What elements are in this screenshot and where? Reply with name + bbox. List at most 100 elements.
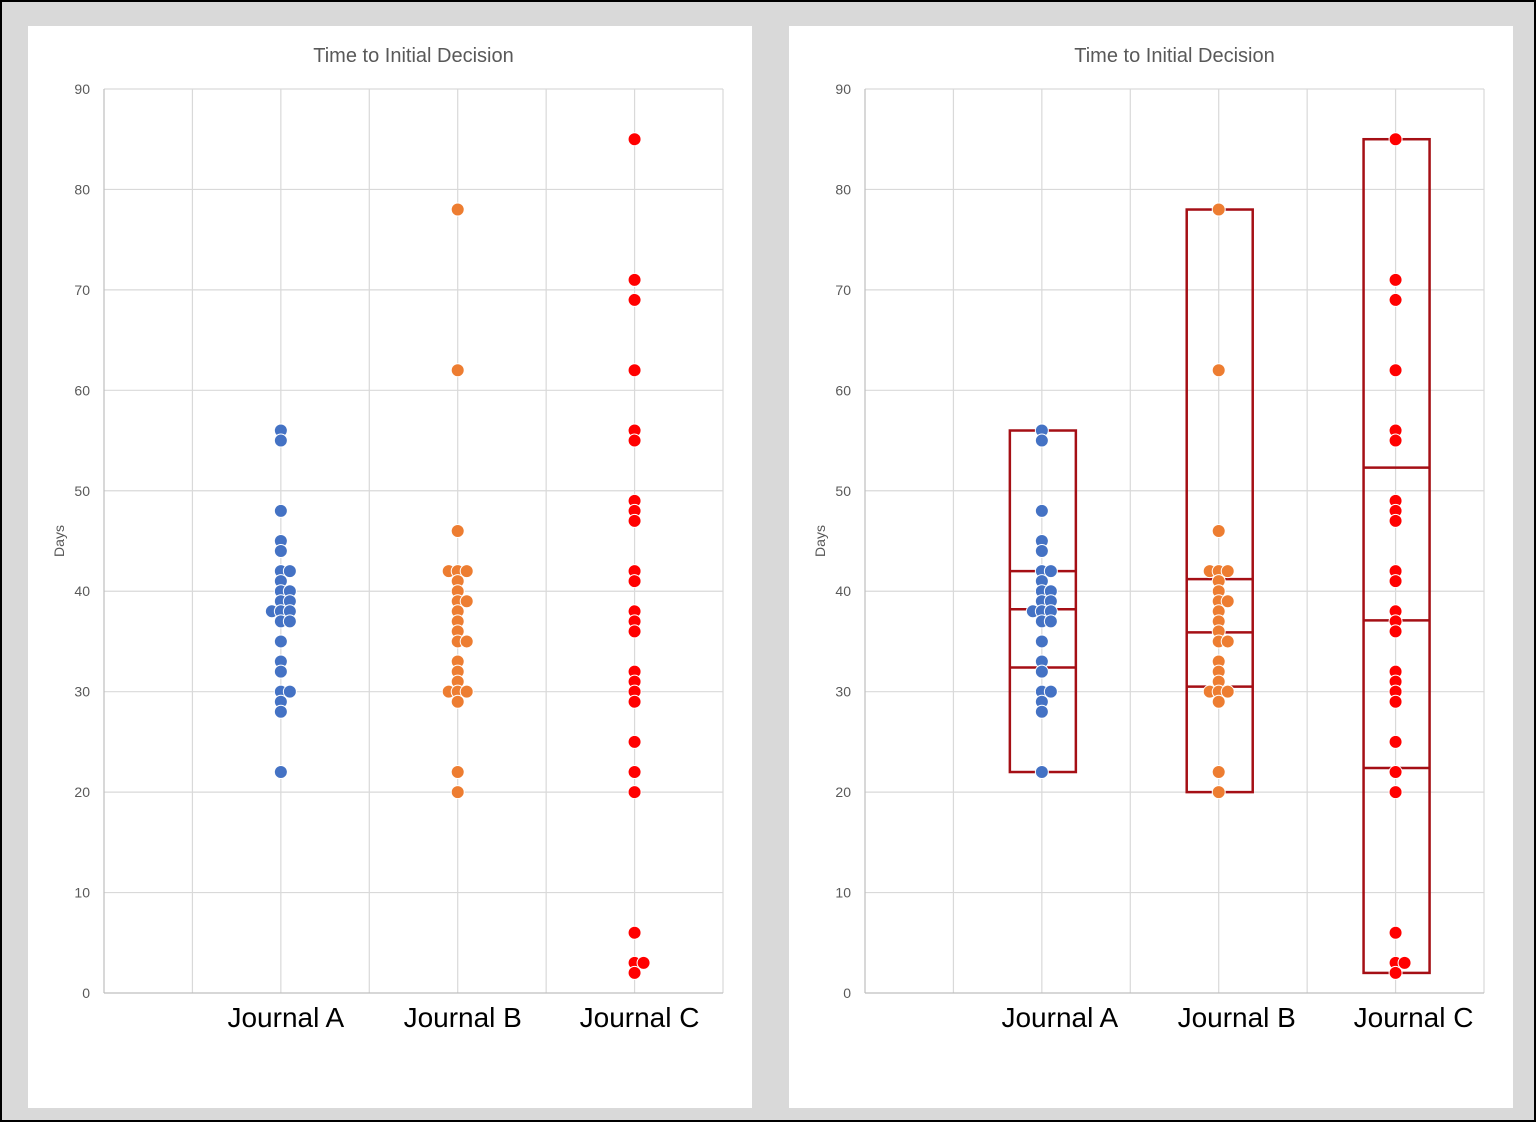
data-point [1034, 503, 1049, 518]
y-tick-label: 0 [82, 985, 90, 1001]
y-axis-label: Days [51, 525, 67, 557]
data-point [627, 513, 642, 528]
y-tick-label: 40 [74, 583, 90, 599]
y-tick-label: 60 [835, 382, 851, 398]
data-point [1034, 704, 1049, 719]
data-point [273, 664, 288, 679]
data-point [1211, 694, 1226, 709]
data-point [1211, 523, 1226, 538]
data-point [450, 363, 465, 378]
y-tick-label: 50 [835, 483, 851, 499]
data-point [1388, 734, 1403, 749]
data-point [282, 614, 297, 629]
data-point [627, 694, 642, 709]
data-point [1043, 564, 1058, 579]
data-point [273, 634, 288, 649]
data-point [459, 564, 474, 579]
data-point [627, 132, 642, 147]
data-point [1388, 363, 1403, 378]
data-point [459, 634, 474, 649]
x-category-label: Journal B [1178, 1002, 1296, 1033]
data-point [627, 574, 642, 589]
data-point [273, 765, 288, 780]
y-tick-label: 50 [74, 483, 90, 499]
chart-title: Time to Initial Decision [1074, 45, 1274, 67]
data-point [1211, 785, 1226, 800]
data-point [1388, 965, 1403, 980]
data-point [459, 594, 474, 609]
data-point [627, 292, 642, 307]
data-point [1388, 574, 1403, 589]
data-point [1211, 202, 1226, 217]
x-category-label: Journal B [404, 1002, 522, 1033]
y-tick-label: 70 [74, 282, 90, 298]
y-tick-label: 80 [835, 181, 851, 197]
data-point [627, 925, 642, 940]
y-tick-label: 30 [74, 684, 90, 700]
data-point [636, 955, 651, 970]
y-axis-label: Days [812, 525, 828, 557]
data-point [627, 363, 642, 378]
data-point [627, 965, 642, 980]
data-point [1388, 624, 1403, 639]
data-point [1034, 544, 1049, 559]
chart-title: Time to Initial Decision [313, 45, 513, 67]
data-point [450, 523, 465, 538]
data-point [1034, 433, 1049, 448]
data-point [1034, 765, 1049, 780]
data-point [627, 785, 642, 800]
y-tick-label: 40 [835, 583, 851, 599]
data-point [1220, 684, 1235, 699]
data-point [1043, 614, 1058, 629]
data-point [450, 694, 465, 709]
data-point [1220, 594, 1235, 609]
y-tick-label: 80 [74, 181, 90, 197]
data-point [1388, 272, 1403, 287]
data-point [273, 433, 288, 448]
x-category-label: Journal A [227, 1002, 344, 1033]
data-point [459, 684, 474, 699]
y-tick-label: 0 [843, 985, 851, 1001]
data-point [450, 785, 465, 800]
data-point [627, 624, 642, 639]
data-point [1388, 292, 1403, 307]
data-point [1388, 925, 1403, 940]
chart-panel-box-plot: Time to Initial Decision 0 10 20 30 40 50 60 70 8… [789, 26, 1513, 1108]
y-tick-label: 10 [835, 885, 851, 901]
data-point [1397, 955, 1412, 970]
data-point [282, 684, 297, 699]
data-point [450, 202, 465, 217]
y-tick-label: 60 [74, 382, 90, 398]
data-point [1388, 513, 1403, 528]
data-point [1388, 433, 1403, 448]
data-point [1388, 765, 1403, 780]
data-point [273, 704, 288, 719]
data-point [1034, 634, 1049, 649]
data-point [1211, 363, 1226, 378]
data-point [273, 544, 288, 559]
data-point [282, 564, 297, 579]
dot-plot-chart: Time to Initial Decision 0 10 20 30 40 50 60 70 8… [51, 45, 724, 1033]
data-point [1388, 785, 1403, 800]
y-tick-label: 30 [835, 684, 851, 700]
data-point [627, 433, 642, 448]
box-plot-chart: Time to Initial Decision 0 10 20 30 40 50 60 70 8… [812, 45, 1485, 1033]
data-point [1034, 664, 1049, 679]
x-category-label: Journal A [1001, 1002, 1118, 1033]
x-category-label: Journal C [1354, 1002, 1474, 1033]
chart-panel-dot-plot: Time to Initial Decision 0 10 20 30 40 50 60 70 8… [28, 26, 752, 1108]
data-point [627, 765, 642, 780]
y-tick-label: 70 [835, 282, 851, 298]
data-point [1043, 684, 1058, 699]
y-tick-label: 10 [74, 885, 90, 901]
y-tick-label: 90 [835, 81, 851, 97]
x-category-label: Journal C [580, 1002, 700, 1033]
box-range-rect [1362, 137, 1431, 975]
data-point [627, 272, 642, 287]
data-point [1211, 765, 1226, 780]
data-point [1388, 694, 1403, 709]
y-tick-label: 90 [74, 81, 90, 97]
y-tick-label: 20 [74, 784, 90, 800]
data-point [1220, 634, 1235, 649]
